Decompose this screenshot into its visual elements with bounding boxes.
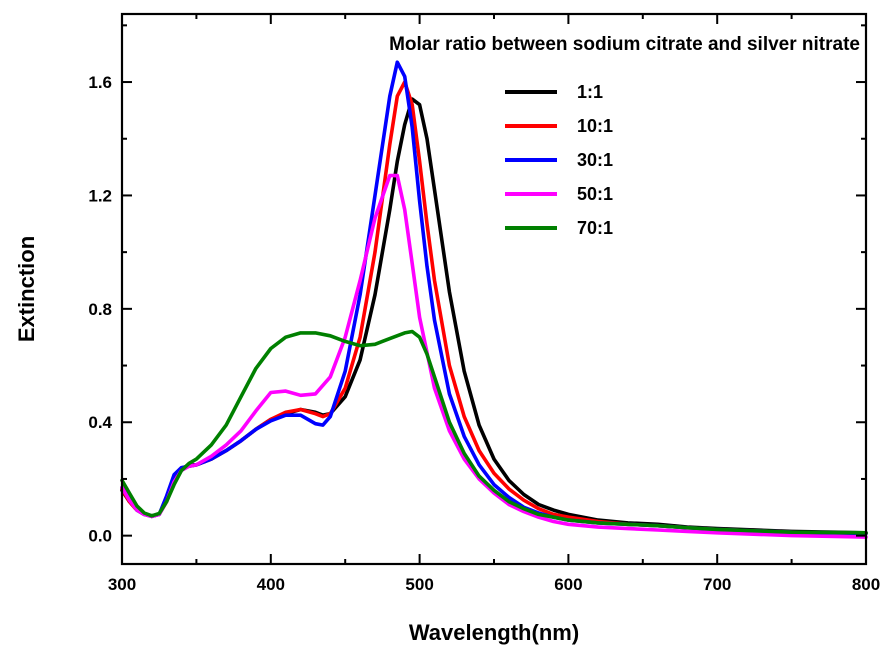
legend-label-1-1: 1:1 (577, 82, 603, 102)
x-tick-label: 800 (852, 575, 880, 594)
legend-label-70-1: 70:1 (577, 218, 613, 238)
x-tick-label: 700 (703, 575, 731, 594)
y-tick-label: 0.0 (88, 527, 112, 546)
legend: 1:1 10:1 30:1 50:1 70:1 (505, 82, 613, 238)
chart-title: Molar ratio between sodium citrate and s… (389, 34, 860, 55)
y-tick-label: 1.2 (88, 186, 112, 205)
legend-label-30-1: 30:1 (577, 150, 613, 170)
legend-label-50-1: 50:1 (577, 184, 613, 204)
x-tick-label: 500 (405, 575, 433, 594)
y-tick-label: 0.8 (88, 300, 112, 319)
series-layer (120, 60, 868, 539)
legend-label-10-1: 10:1 (577, 116, 613, 136)
series-line-70-1 (120, 329, 868, 535)
x-tick-label: 600 (554, 575, 582, 594)
y-axis-title: Extinction (14, 236, 39, 342)
x-tick-label: 400 (257, 575, 285, 594)
ticks-layer: 300 400 500 600 700 800 0.0 0.4 0.8 1.2 1.6 (88, 14, 880, 594)
y-tick-label: 0.4 (88, 413, 112, 432)
x-axis-title: Wavelength(nm) (409, 620, 579, 645)
x-tick-label: 300 (108, 575, 136, 594)
y-tick-label: 1.6 (88, 73, 112, 92)
